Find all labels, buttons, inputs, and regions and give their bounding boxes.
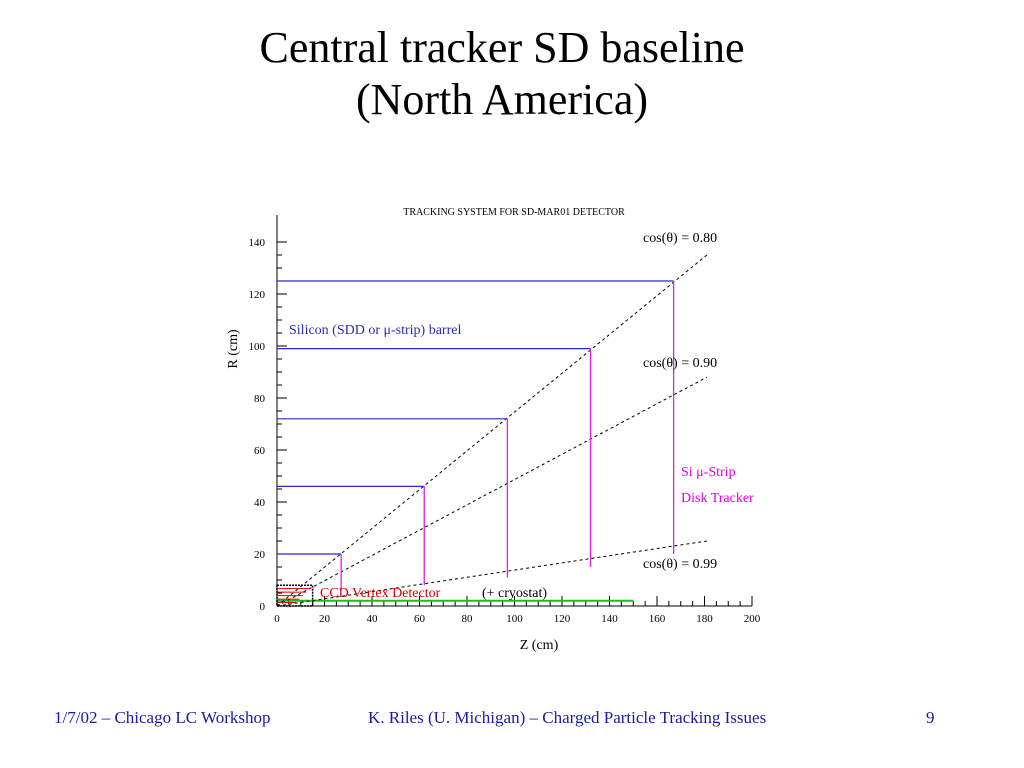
footer-author: K. Riles (U. Michigan) – Charged Particl… <box>368 708 767 727</box>
x-tick-label: 200 <box>744 613 761 625</box>
x-tick-label: 180 <box>696 613 713 625</box>
disk-label-line-2: Disk Tracker <box>681 491 754 506</box>
x-tick-label: 160 <box>649 613 666 625</box>
x-tick-label: 40 <box>367 613 379 625</box>
slide-title-line-2: (North America) <box>356 75 648 124</box>
x-tick-label: 140 <box>601 613 618 625</box>
y-tick-label: 0 <box>260 601 266 613</box>
y-tick-label: 120 <box>249 289 266 301</box>
y-tick-label: 60 <box>254 445 266 457</box>
x-tick-label: 120 <box>554 613 571 625</box>
cone-line-0 <box>276 254 708 607</box>
slide-title-line-1: Central tracker SD baseline <box>259 23 745 72</box>
ccd-label: CCD Vertex Detector <box>320 586 441 601</box>
cryostat-label: (+ cryostat) <box>482 586 547 601</box>
x-tick-label: 100 <box>506 613 523 625</box>
y-tick-label: 40 <box>254 497 266 509</box>
footer-event: 1/7/02 – Chicago LC Workshop <box>54 708 271 727</box>
y-tick-label: 80 <box>254 393 266 405</box>
cone-label-090: cos(θ) = 0.90 <box>643 356 717 371</box>
chart-title: TRACKING SYSTEM FOR SD-MAR01 DETECTOR <box>403 207 625 218</box>
y-tick-label: 100 <box>249 341 266 353</box>
x-axis-label: Z (cm) <box>520 638 559 653</box>
barrel-label: Silicon (SDD or μ-strip) barrel <box>289 323 461 338</box>
cone-label-080: cos(θ) = 0.80 <box>643 231 717 246</box>
disk-label-line-1: Si μ-Strip <box>681 465 736 480</box>
footer-page-number: 9 <box>926 708 935 727</box>
y-tick-label: 20 <box>254 549 266 561</box>
x-tick-label: 0 <box>274 613 280 625</box>
x-tick-label: 60 <box>414 613 426 625</box>
x-tick-label: 20 <box>319 613 331 625</box>
x-tick-label: 80 <box>462 613 474 625</box>
y-axis-label: R (cm) <box>226 329 241 369</box>
cone-label-099: cos(θ) = 0.99 <box>643 557 717 572</box>
slide-title: Central tracker SD baseline (North Ameri… <box>0 22 1004 126</box>
y-tick-label: 140 <box>249 237 266 249</box>
cone-line-2 <box>276 540 707 607</box>
